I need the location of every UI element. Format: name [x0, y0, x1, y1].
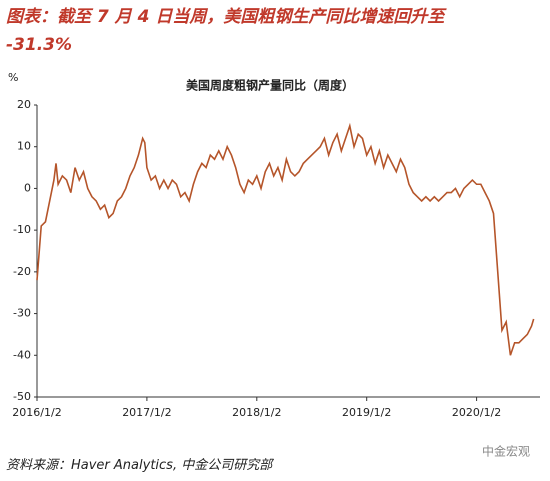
x-tick-label: 2016/1/2 — [12, 406, 61, 419]
x-tick-label: 2017/1/2 — [122, 406, 171, 419]
source: 资料来源：Haver Analytics, 中金公司研究部 — [6, 457, 274, 473]
y-tick-label: -20 — [13, 265, 31, 278]
y-tick-label: 10 — [17, 140, 31, 153]
x-tick-label: 2019/1/2 — [342, 406, 391, 419]
page-title-value: -31.3% — [6, 35, 72, 55]
x-tick-label: 2018/1/2 — [232, 406, 281, 419]
y-tick-label: 20 — [17, 98, 31, 111]
y-unit: % — [8, 71, 18, 84]
y-tick-label: -10 — [13, 223, 31, 236]
y-tick-label: -50 — [13, 390, 31, 403]
y-tick-label: 0 — [24, 181, 31, 194]
x-tick-label: 2020/1/2 — [452, 406, 501, 419]
y-tick-label: -30 — [13, 307, 31, 320]
chart-title: 美国周度粗钢产量同比（周度） — [186, 78, 354, 93]
watermark: 中金宏观 — [482, 444, 530, 459]
y-tick-label: -40 — [13, 348, 31, 361]
page-title: 图表：截至 7 月 4 日当周，美国粗钢生产同比增速回升至 — [6, 7, 447, 27]
line-series — [36, 122, 535, 356]
